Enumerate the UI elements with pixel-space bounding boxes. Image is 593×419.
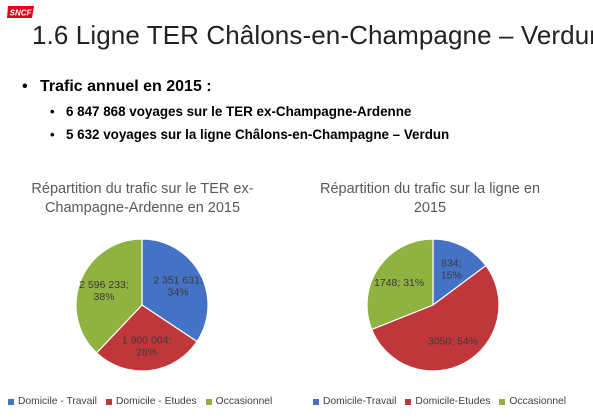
bullet-main: • Trafic annuel en 2015 :	[22, 78, 449, 96]
legend-item-occasionnel: Occasionnel	[205, 396, 273, 407]
legend-item-etudes: Domicile-Etudes	[405, 396, 490, 407]
legend-swatch	[499, 398, 506, 405]
bullet-dot: •	[50, 104, 55, 119]
legend-ter: Domicile - Travail Domicile - Etudes Occas…	[8, 396, 281, 407]
bullet-main-text: Trafic annuel en 2015 :	[40, 78, 212, 95]
legend-item-travail: Domicile-Travail	[313, 396, 396, 407]
svg-text:SNCF: SNCF	[10, 9, 33, 18]
slide-title: 1.6 Ligne TER Châlons-en-Champagne – Ver…	[32, 20, 593, 50]
pie-slice-travail	[432, 238, 487, 307]
sub-bullet-text: 5 632 voyages sur la ligne Châlons-en-Ch…	[66, 127, 450, 142]
legend-swatch	[313, 398, 319, 405]
pie-slice-etudes	[95, 304, 198, 372]
sub-bullet: • 6 847 868 voyages sur le TER ex-Champa…	[50, 104, 449, 119]
bullet-dot: •	[50, 127, 55, 142]
legend-label: Occasionnel	[215, 396, 273, 407]
legend-label: Occasionnel	[509, 396, 567, 407]
data-label-etudes: 1 900 004; 28%	[122, 335, 172, 359]
data-label-occasionnel: 2 596 233; 38%	[79, 279, 129, 303]
pie-slice-occasionnel	[366, 238, 434, 331]
chart-title-ligne: Répartition du trafic sur la ligne en 20…	[319, 181, 541, 216]
sub-bullet: • 5 632 voyages sur la ligne Châlons-en-…	[50, 127, 449, 142]
bullet-list: • Trafic annuel en 2015 : • 6 847 868 vo…	[22, 78, 449, 142]
legend-swatch	[205, 398, 212, 405]
sub-bullet-text: 6 847 868 voyages sur le TER ex-Champagn…	[66, 104, 412, 119]
legend-label: Domicile - Etudes	[115, 396, 197, 407]
pie-slice-occasionnel	[75, 238, 143, 354]
legend-swatch	[105, 398, 112, 405]
data-label-travail: 834; 15%	[441, 257, 462, 281]
legend-item-occasionnel: Occasionnel	[499, 396, 566, 407]
sncf-logo: SNCF	[6, 4, 36, 20]
data-label-travail: 2 351 631; 34%	[153, 275, 203, 299]
legend-label: Domicile-Travail	[323, 396, 397, 407]
legend-swatch	[8, 398, 14, 405]
legend-swatch	[405, 398, 412, 405]
legend-label: Domicile-Etudes	[415, 396, 491, 407]
bullet-dot: •	[22, 78, 28, 95]
legend-ligne: Domicile-Travail Domicile-Etudes Occasionn…	[313, 396, 575, 407]
pie-slice-etudes	[370, 264, 500, 372]
data-label-etudes: 3050; 54%	[428, 336, 478, 348]
legend-label: Domicile - Travail	[18, 396, 97, 407]
legend-item-etudes: Domicile - Etudes	[105, 396, 197, 407]
data-label-occasionnel: 1748; 31%	[374, 277, 424, 289]
chart-title-ter: Répartition du trafic sur le TER ex-Cham…	[31, 181, 254, 216]
legend-item-travail: Domicile - Travail	[8, 396, 97, 407]
